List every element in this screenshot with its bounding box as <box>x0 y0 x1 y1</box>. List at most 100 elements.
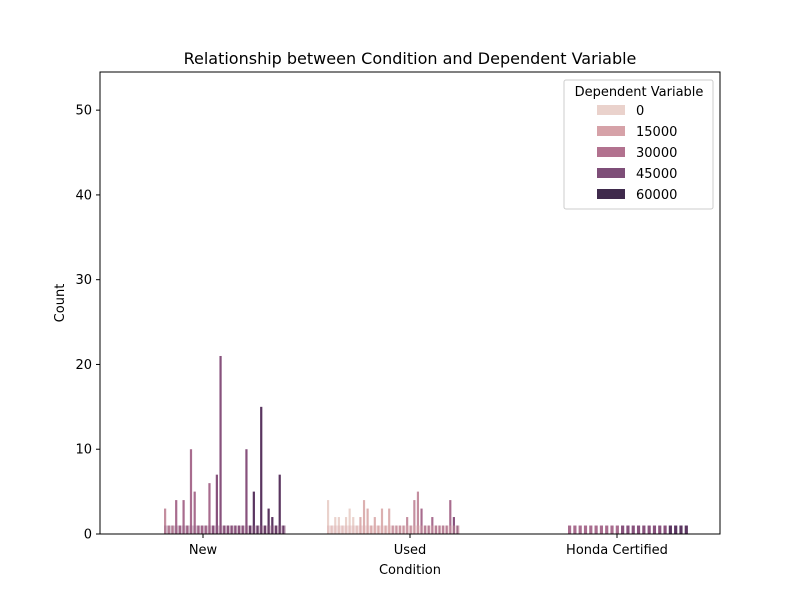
bar <box>171 525 174 534</box>
bar <box>256 525 259 534</box>
plot-area <box>164 355 688 534</box>
bar <box>652 525 657 534</box>
bar <box>282 525 285 534</box>
bar <box>416 491 420 534</box>
bar <box>271 517 274 534</box>
bar <box>178 525 182 534</box>
bar <box>215 474 218 534</box>
bar <box>573 525 577 534</box>
bar <box>615 525 619 534</box>
bar <box>424 525 427 534</box>
bar <box>263 525 267 534</box>
bar <box>182 500 185 534</box>
bar <box>380 508 384 534</box>
bar <box>334 517 337 534</box>
y-tick-label: 40 <box>75 188 92 203</box>
x-axis-label: Condition <box>379 563 441 578</box>
y-tick-label: 50 <box>75 104 92 119</box>
bar <box>679 525 683 534</box>
bar <box>362 500 366 534</box>
chart-title: Relationship between Condition and Depen… <box>184 49 637 68</box>
bar <box>249 525 252 534</box>
bar <box>189 449 193 534</box>
bar <box>583 525 588 534</box>
bar <box>589 525 593 534</box>
bar <box>212 525 215 534</box>
bar <box>398 525 402 534</box>
bar <box>366 508 369 534</box>
bar <box>438 525 441 534</box>
legend-label: 30000 <box>636 146 677 161</box>
bar <box>186 525 189 534</box>
bar <box>636 525 641 534</box>
bar <box>406 517 409 534</box>
bar <box>377 525 380 534</box>
bar <box>370 525 373 534</box>
legend-swatch <box>597 168 625 178</box>
legend-label: 45000 <box>636 167 677 182</box>
bar <box>327 500 330 534</box>
legend-label: 60000 <box>636 188 677 203</box>
x-tick-label: Used <box>394 543 427 558</box>
bar <box>395 525 398 534</box>
bar <box>234 525 237 534</box>
bar <box>352 517 355 534</box>
bar <box>658 525 662 534</box>
bar <box>413 500 416 534</box>
bar <box>359 517 362 534</box>
bar <box>442 525 445 534</box>
legend-swatch <box>597 126 625 136</box>
bar-band <box>327 525 460 534</box>
bar <box>599 525 604 534</box>
x-tick-label: New <box>189 543 218 558</box>
bar <box>274 525 278 534</box>
bar <box>647 525 651 534</box>
bar <box>642 525 646 534</box>
bar <box>449 500 452 534</box>
bar <box>330 525 333 534</box>
bar <box>223 525 226 534</box>
bar <box>605 525 609 534</box>
bar <box>230 525 233 534</box>
bar <box>337 517 340 534</box>
bar <box>193 491 196 534</box>
bar <box>200 525 204 534</box>
bar <box>621 525 625 534</box>
bar <box>164 508 167 534</box>
bar <box>278 474 281 534</box>
y-tick-label: 20 <box>75 358 92 373</box>
bar <box>355 525 358 534</box>
bar <box>252 491 255 534</box>
bar <box>409 525 412 534</box>
bar <box>219 355 222 534</box>
bar <box>388 508 391 534</box>
y-tick-label: 30 <box>75 273 92 288</box>
bar <box>668 525 672 534</box>
bar <box>267 508 270 534</box>
bar <box>241 525 244 534</box>
bar <box>674 525 678 534</box>
bar <box>373 517 376 534</box>
bar <box>420 508 423 534</box>
y-tick-label: 0 <box>84 528 92 543</box>
bar <box>348 508 351 534</box>
bar <box>260 406 263 534</box>
bar <box>204 525 207 534</box>
legend: Dependent Variable 0 15000 30000 45000 60000 <box>563 79 714 210</box>
bar <box>684 525 688 534</box>
bar <box>427 525 430 534</box>
bar-band <box>164 525 286 534</box>
bar <box>610 525 614 534</box>
bar <box>445 525 448 534</box>
legend-swatch <box>597 105 625 115</box>
bar <box>456 525 459 534</box>
bar <box>626 525 630 534</box>
bar <box>167 525 170 534</box>
bar <box>341 525 344 534</box>
bar <box>344 517 348 534</box>
bar <box>245 449 248 534</box>
y-tick-label: 10 <box>75 443 92 458</box>
legend-label: 0 <box>636 104 644 119</box>
legend-swatch <box>597 147 625 157</box>
